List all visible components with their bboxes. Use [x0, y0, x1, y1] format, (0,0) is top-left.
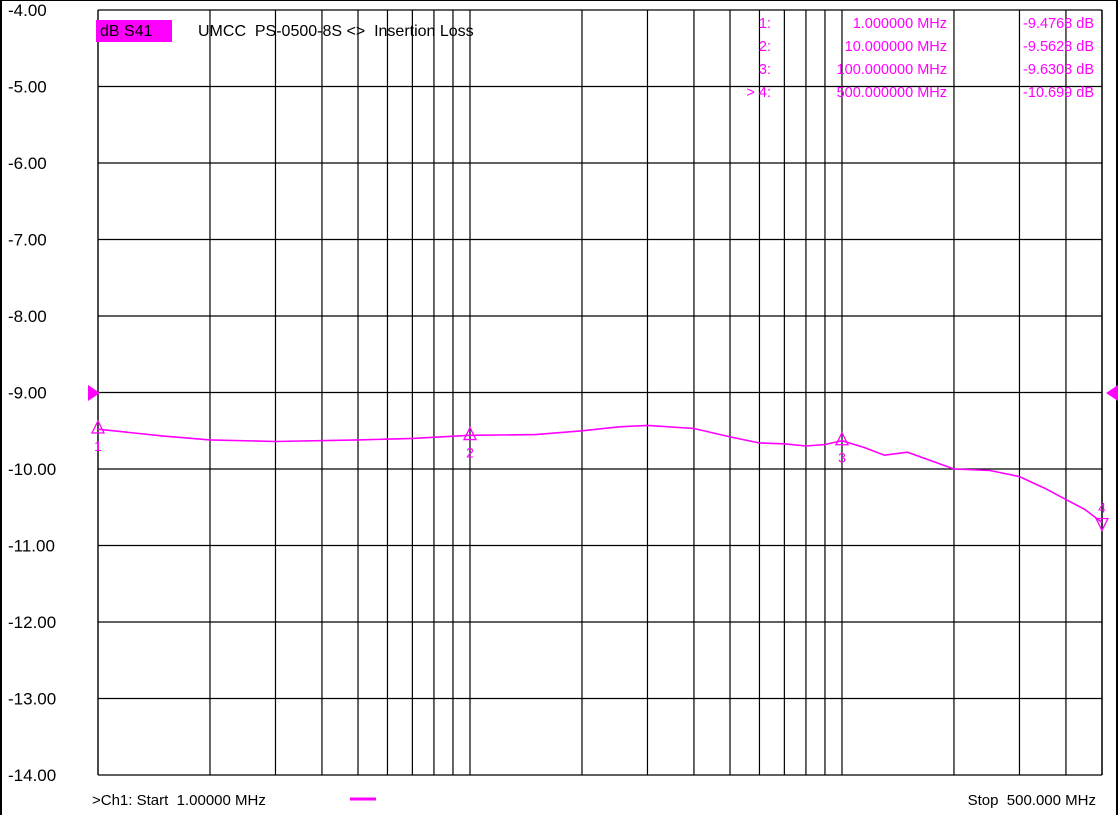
- marker-triangle: [462, 426, 478, 441]
- marker-number: 1: [94, 438, 102, 454]
- marker-value: -9.6303 dB: [1023, 62, 1094, 78]
- y-tick-label: -4.00: [8, 2, 47, 20]
- marker-freq: 10.000000 MHz: [845, 39, 947, 55]
- y-tick-label: -5.00: [8, 78, 47, 97]
- marker-value: -9.5628 dB: [1023, 39, 1094, 55]
- y-tick-label: -8.00: [8, 307, 47, 326]
- y-tick-label: -10.00: [8, 460, 56, 479]
- plot-grid: [97, 9, 1103, 776]
- marker-value: -9.4768 dB: [1023, 16, 1094, 32]
- stop-frequency: Stop 500.000 MHz: [968, 792, 1096, 809]
- y-tick-label: -14.00: [8, 766, 56, 785]
- start-frequency: >Ch1: Start 1.00000 MHz: [92, 792, 266, 809]
- marker-number: 3: [838, 450, 846, 466]
- y-tick-label: -7.00: [8, 231, 47, 250]
- marker-value: -10.699 dB: [1023, 85, 1094, 101]
- marker-triangle: [834, 431, 850, 446]
- reference-level-left-arrow: [88, 385, 100, 401]
- insertion-loss-chart: -4.00 -5.00 -6.00 -7.00 -8.00 -9.00 -10.00 -11.…: [8, 2, 1118, 809]
- y-tick-label: -9.00: [8, 384, 47, 403]
- y-tick-label: -11.00: [8, 537, 55, 556]
- marker-freq: 500.000000 MHz: [837, 85, 947, 101]
- y-axis-labels: -4.00 -5.00 -6.00 -7.00 -8.00 -9.00 -10.00 -11.…: [8, 2, 56, 785]
- y-tick-label: -12.00: [8, 613, 56, 632]
- marker-id: 1:: [759, 16, 771, 32]
- y-tick-label: -6.00: [8, 154, 47, 173]
- marker-id: > 4:: [746, 85, 771, 101]
- reference-level-right-arrow: [1106, 385, 1118, 401]
- marker-id: 3:: [759, 62, 771, 78]
- trace-s41: [97, 424, 1103, 524]
- marker-number: 4: [1098, 499, 1106, 515]
- trace-markers: 1 2 3 4: [90, 419, 1110, 532]
- marker-freq: 1.000000 MHz: [853, 16, 947, 32]
- marker-triangle: [90, 419, 106, 434]
- marker-id: 2:: [759, 39, 771, 55]
- marker-table: 1: 1.000000 MHz -9.4768 dB 2: 10.000000 …: [746, 16, 1094, 101]
- trace-line: [97, 424, 1103, 524]
- trace-format-label: dB S41: [100, 23, 153, 40]
- marker-number: 2: [466, 445, 474, 461]
- chart-title: UMCC PS-0500-8S <> Insertion Loss: [198, 23, 474, 40]
- marker-freq: 100.000000 MHz: [837, 62, 947, 78]
- marker-triangle: [1094, 517, 1110, 532]
- trace-format-badge: [96, 20, 172, 42]
- y-tick-label: -13.00: [8, 690, 56, 709]
